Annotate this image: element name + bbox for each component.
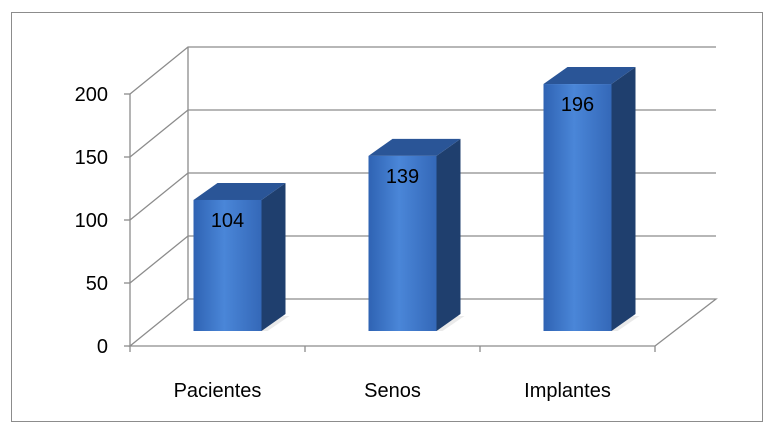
y-tick-label: 0 [97, 336, 108, 358]
bar-front [368, 155, 437, 331]
bar-implantes [543, 67, 640, 331]
data-label: 196 [561, 94, 594, 116]
bar-top [368, 138, 461, 156]
y-tick-label: 100 [75, 210, 108, 232]
y-tick-label: 200 [75, 84, 108, 106]
bar-top [543, 67, 636, 85]
bars [193, 67, 640, 331]
category-labels: Pacientes Senos Implantes [174, 380, 611, 402]
bar-senos [368, 138, 465, 331]
category-label: Implantes [524, 380, 611, 402]
bar-pacientes [193, 182, 290, 331]
data-label: 104 [211, 210, 244, 232]
y-tick-label: 50 [86, 273, 108, 295]
axes [124, 47, 656, 352]
bar-side [436, 138, 461, 331]
data-labels: 104 139 196 [211, 94, 594, 232]
bar-front [543, 84, 612, 331]
y-tick-labels: 0 50 100 150 200 [75, 84, 108, 358]
y-tick-label: 150 [75, 147, 108, 169]
bar-top [193, 182, 286, 200]
bar-side [611, 67, 636, 331]
bar-front [193, 199, 262, 331]
category-label: Pacientes [174, 380, 262, 402]
category-label: Senos [364, 380, 421, 402]
bar-side [261, 182, 286, 331]
data-label: 139 [386, 166, 419, 188]
